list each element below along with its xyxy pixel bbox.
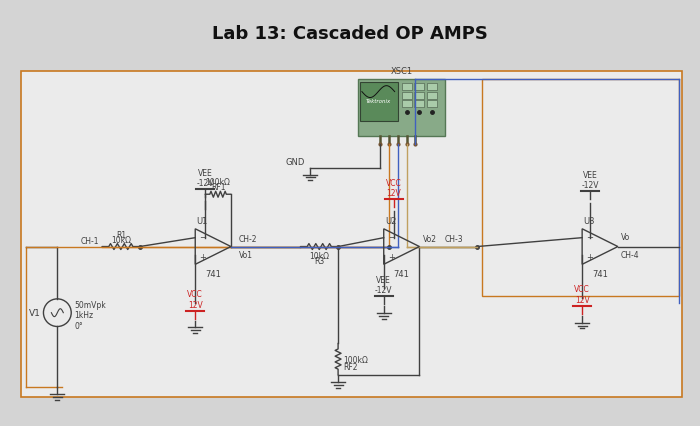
Text: 100kΩ: 100kΩ: [343, 355, 368, 364]
Text: −: −: [586, 233, 593, 242]
Text: 741: 741: [205, 270, 221, 279]
Text: VEE
-12V: VEE -12V: [197, 169, 214, 188]
Text: 741: 741: [393, 270, 410, 279]
Text: U1: U1: [197, 216, 208, 225]
Text: Vo: Vo: [621, 232, 630, 241]
Text: V1: V1: [29, 308, 41, 317]
Bar: [428, 101, 438, 108]
Text: 741: 741: [592, 270, 608, 279]
Text: +: +: [388, 252, 395, 261]
Bar: [360, 83, 398, 122]
Text: −: −: [388, 233, 395, 242]
Bar: [414, 92, 424, 99]
Text: +: +: [199, 252, 206, 261]
Bar: [402, 101, 412, 108]
Bar: [358, 80, 445, 137]
Text: VEE
-12V: VEE -12V: [581, 170, 598, 190]
Bar: [414, 83, 424, 90]
Text: Lab 13: Cascaded OP AMPS: Lab 13: Cascaded OP AMPS: [212, 25, 488, 43]
Text: VEE
-12V: VEE -12V: [375, 275, 393, 294]
Text: 10kΩ: 10kΩ: [309, 252, 329, 261]
Text: CH-1: CH-1: [80, 236, 99, 245]
Text: RF1: RF1: [211, 183, 225, 192]
Text: CH-4: CH-4: [621, 251, 640, 260]
Bar: [402, 83, 412, 90]
Text: VCC
12V: VCC 12V: [574, 285, 590, 304]
Text: Tektronix: Tektronix: [366, 99, 391, 104]
Bar: [428, 83, 438, 90]
Bar: [402, 92, 412, 99]
Text: 100kΩ: 100kΩ: [206, 178, 230, 187]
Text: Vo1: Vo1: [239, 251, 253, 260]
Text: RF2: RF2: [343, 363, 358, 371]
Text: VCC
12V: VCC 12V: [188, 290, 203, 309]
Text: 10kΩ: 10kΩ: [111, 235, 131, 244]
Text: U3: U3: [584, 216, 595, 225]
Text: +: +: [586, 252, 593, 261]
Text: R1: R1: [116, 230, 126, 239]
Text: CH-3: CH-3: [444, 234, 463, 243]
Text: CH-2: CH-2: [239, 234, 258, 243]
Text: XSC1: XSC1: [391, 66, 412, 76]
Text: U2: U2: [385, 216, 397, 225]
Bar: [414, 101, 424, 108]
Text: Vo2: Vo2: [424, 234, 438, 243]
Bar: [428, 92, 438, 99]
Text: GND: GND: [286, 157, 305, 166]
Bar: [482, 80, 680, 296]
Text: VCC
12V: VCC 12V: [386, 178, 402, 198]
Text: R3: R3: [314, 257, 324, 266]
Bar: [20, 72, 682, 397]
Text: 50mVpk
1kHz
0°: 50mVpk 1kHz 0°: [74, 300, 106, 330]
Text: −: −: [199, 233, 206, 242]
